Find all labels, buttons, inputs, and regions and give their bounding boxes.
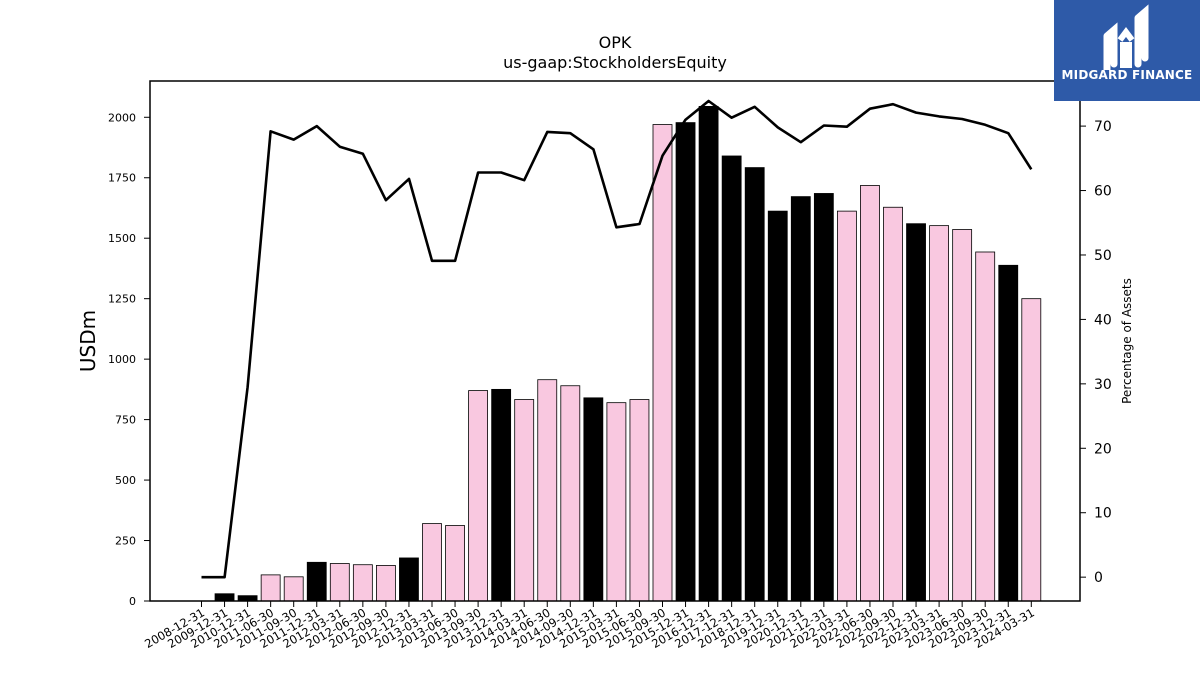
plot-frame <box>149 80 1081 602</box>
bar-2022-06-30 <box>860 185 880 602</box>
y2-tick-label: 50 <box>1094 248 1112 264</box>
midgard-logo-icon <box>1103 4 1149 70</box>
bar-2019-12-31 <box>767 210 788 602</box>
percentage-line-group <box>201 99 1033 579</box>
bar-2013-06-30 <box>445 525 465 602</box>
bar-2024-03-31 <box>1021 298 1042 602</box>
y2-tick-label: 60 <box>1094 184 1112 200</box>
bar-2017-12-31 <box>721 155 742 602</box>
bar-2014-12-31 <box>583 397 604 602</box>
y-tick-label: 1000 <box>108 353 136 366</box>
bar-2023-03-31 <box>929 225 949 602</box>
bar-2021-12-31 <box>813 193 834 602</box>
y-tick-label: 500 <box>115 474 136 487</box>
bar-2023-12-31 <box>998 264 1019 602</box>
bar-2016-12-31 <box>698 105 719 602</box>
bar-2011-06-30 <box>260 574 281 602</box>
bar-2013-03-31 <box>422 523 442 602</box>
y2-tick-label: 30 <box>1094 377 1112 393</box>
bar-2012-03-31 <box>329 563 350 602</box>
chart-title: OPK <box>599 33 632 52</box>
bar-2013-09-30 <box>468 390 489 602</box>
y-tick-label: 1500 <box>108 232 136 245</box>
midgard-finance-logo: MIDGARD FINANCE <box>1054 0 1200 101</box>
bar-2023-09-30 <box>975 251 996 602</box>
y2-tick-label: 20 <box>1094 441 1112 457</box>
y-tick-label: 1250 <box>108 293 136 306</box>
bar-2020-12-31 <box>790 196 811 602</box>
bar-2018-12-31 <box>744 167 765 602</box>
y-axis-right: 0 10 20 30 40 50 60 70 <box>1080 119 1112 586</box>
logo-text: MIDGARD FINANCE <box>1061 68 1193 82</box>
y2-axis-label: Percentage of Assets <box>1120 278 1134 404</box>
bar-2011-09-30 <box>283 576 304 602</box>
bar-2022-03-31 <box>837 210 857 602</box>
bar-2022-09-30 <box>883 206 903 602</box>
y-tick-label: 250 <box>115 535 136 548</box>
y2-tick-label: 70 <box>1094 119 1112 135</box>
chart-subtitle: us-gaap:StockholdersEquity <box>503 53 727 72</box>
bar-2015-03-31 <box>606 402 627 602</box>
y2-tick-label: 0 <box>1094 570 1103 586</box>
bar-2014-03-31 <box>514 399 535 602</box>
y2-tick-label: 10 <box>1094 506 1112 522</box>
bar-2022-12-31 <box>906 223 926 602</box>
y-axis-left: 0 250 500 750 1000 1250 1500 1750 2000 <box>108 111 150 608</box>
y-tick-label: 2000 <box>108 111 136 124</box>
bar-2012-09-30 <box>375 565 396 602</box>
bar-2015-09-30 <box>652 124 673 602</box>
y-tick-label: 1750 <box>108 172 136 185</box>
bar-2011-12-31 <box>306 561 327 602</box>
bar-2014-09-30 <box>560 385 581 602</box>
bar-2012-12-31 <box>399 557 419 602</box>
x-axis: 2008-12-312009-12-312010-12-312011-06-30… <box>142 601 1037 651</box>
bar-2014-06-30 <box>537 379 558 602</box>
bars-group <box>214 105 1042 602</box>
y2-tick-label: 40 <box>1094 312 1112 328</box>
y-tick-label: 0 <box>129 595 136 608</box>
bar-2013-12-31 <box>491 388 512 602</box>
bar-2012-06-30 <box>352 564 373 602</box>
bar-2009-12-31 <box>214 593 235 602</box>
bar-2010-12-31 <box>237 595 258 602</box>
bar-2015-12-31 <box>675 122 696 602</box>
bar-2023-06-30 <box>952 229 973 602</box>
y-axis-label: USDm <box>76 310 100 372</box>
y-tick-label: 750 <box>115 414 136 427</box>
bar-2015-06-30 <box>629 399 650 602</box>
